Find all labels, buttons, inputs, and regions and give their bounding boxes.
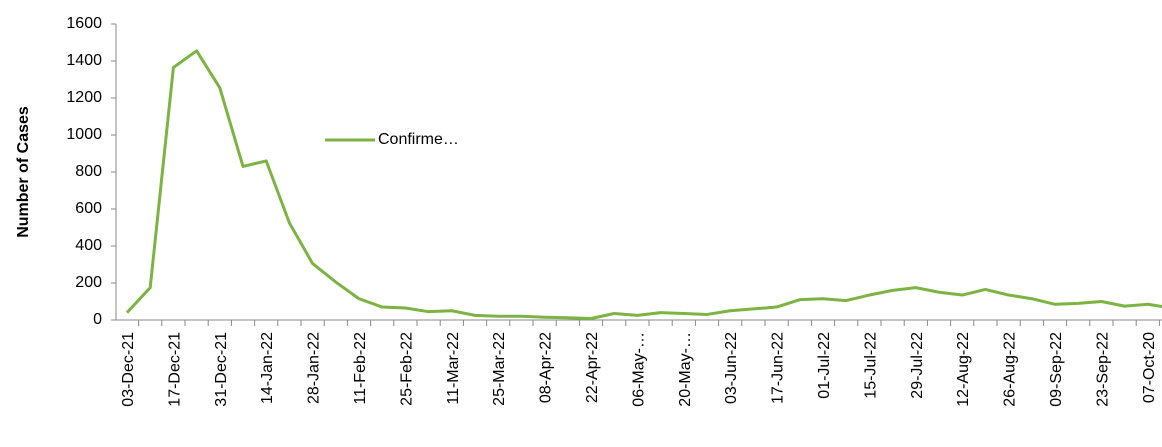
x-tick-label: 09-Sep-22 xyxy=(1048,332,1065,407)
x-tick-label: 26-Aug-22 xyxy=(1002,332,1019,407)
x-tick-label: 03-Jun-22 xyxy=(723,332,740,404)
y-tick-label: 0 xyxy=(93,311,102,328)
x-tick-label: 08-Apr-22 xyxy=(538,332,555,403)
x-tick-label: 25-Feb-22 xyxy=(398,332,415,406)
x-tick-label: 12-Aug-22 xyxy=(955,332,972,407)
x-tick-label: 11-Mar-22 xyxy=(445,332,462,405)
x-tick-label: 11-Feb-22 xyxy=(352,332,369,405)
x-tick-label: 06-May-… xyxy=(630,332,647,407)
x-tick-label: 14-Jan-22 xyxy=(259,332,276,404)
plot xyxy=(125,49,1162,321)
y-tick-label: 800 xyxy=(75,163,102,180)
x-tick-label: 25-Mar-22 xyxy=(491,332,508,406)
x-tick-label: 03-Dec-21 xyxy=(120,332,137,407)
y-tick-label: 1600 xyxy=(66,15,102,32)
x-tick-label: 28-Jan-22 xyxy=(306,332,323,404)
y-tick-label: 400 xyxy=(75,237,102,254)
x-tick-label: 17-Jun-22 xyxy=(770,332,787,404)
y-tick-label: 1400 xyxy=(66,52,102,69)
x-tick-label: 07-Oct-20 xyxy=(1141,332,1158,403)
x-tick-label: 23-Sep-22 xyxy=(1094,332,1111,407)
x-tick-label: 22-Apr-22 xyxy=(584,332,601,403)
y-axis-label: Number of Cases xyxy=(15,106,32,238)
y-tick-label: 200 xyxy=(75,274,102,291)
x-tick-label: 01-Jul-22 xyxy=(816,332,833,399)
legend-label: Confirme… xyxy=(378,131,459,148)
x-tick-label: 31-Dec-21 xyxy=(213,332,230,407)
x-tick-label: 17-Dec-21 xyxy=(166,332,183,407)
y-tick-label: 600 xyxy=(75,200,102,217)
line-series xyxy=(125,49,1162,321)
x-tick-label: 20-May-… xyxy=(677,332,694,407)
x-tick-label: 15-Jul-22 xyxy=(862,332,879,399)
y-tick-label: 1000 xyxy=(66,126,102,143)
x-tick-label: 29-Jul-22 xyxy=(909,332,926,399)
y-tick-label: 1200 xyxy=(66,89,102,106)
